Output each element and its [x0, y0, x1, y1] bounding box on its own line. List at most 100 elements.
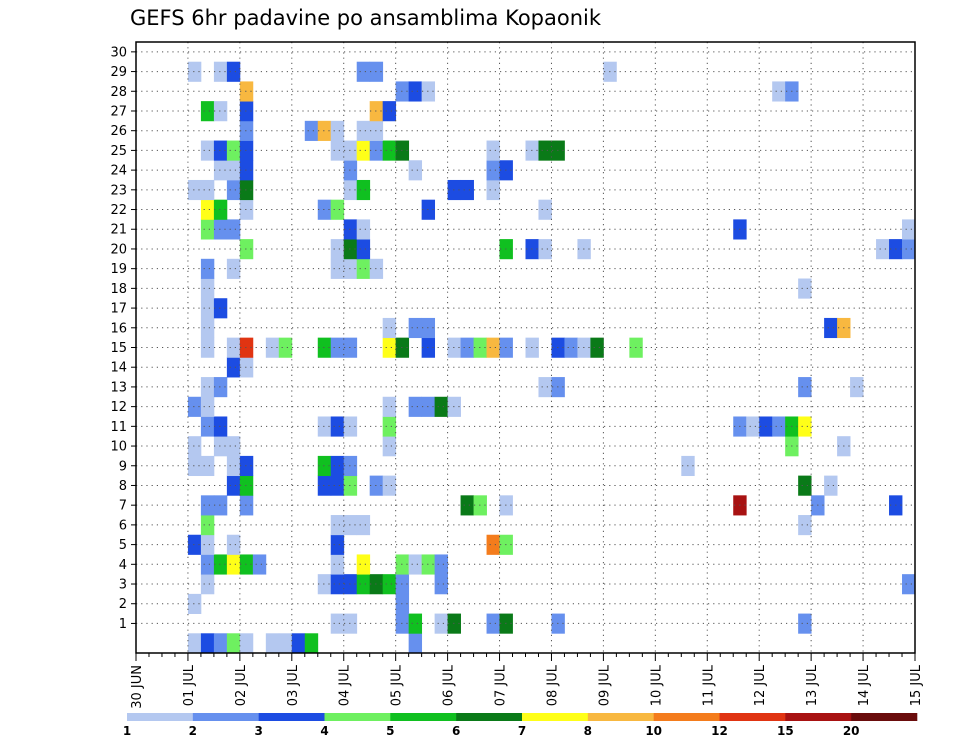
y-tick-label: 5 [119, 538, 127, 553]
heatmap-cell [239, 475, 254, 496]
heatmap-cell [343, 515, 358, 536]
heatmap-cell [226, 140, 241, 161]
x-tick-label: 06 JUL [442, 664, 457, 706]
heatmap-cell [330, 554, 345, 575]
heatmap-cell [278, 633, 293, 654]
heatmap-cell [408, 613, 423, 634]
y-tick-label: 27 [110, 104, 127, 119]
heatmap-cell [356, 61, 371, 82]
heatmap-cell [265, 633, 280, 654]
y-tick-label: 17 [110, 302, 127, 317]
y-tick-label: 15 [110, 341, 127, 356]
heatmap-cell [213, 61, 228, 82]
heatmap-cell [343, 140, 358, 161]
colorbar-label: 1 [123, 724, 131, 738]
heatmap-cell [798, 475, 812, 496]
heatmap-cell [200, 219, 215, 240]
heatmap-cell [200, 179, 215, 201]
colorbar-swatch [653, 713, 720, 721]
heatmap-cell [356, 140, 371, 161]
x-tick-label: 09 JUL [597, 664, 612, 706]
colorbar-label: 20 [843, 724, 860, 738]
heatmap-cell [343, 455, 358, 477]
colorbar-label: 7 [518, 724, 526, 738]
heatmap-cell [356, 515, 371, 536]
y-tick-label: 11 [110, 420, 127, 435]
heatmap-cell [460, 179, 474, 201]
heatmap-cell [538, 199, 552, 220]
heatmap-cell [239, 495, 254, 516]
y-tick-label: 20 [110, 242, 127, 257]
y-tick-label: 14 [110, 361, 127, 376]
heatmap-cell [564, 337, 578, 358]
heatmap-cell [252, 554, 267, 575]
heatmap-cell [408, 396, 423, 417]
heatmap-cell [226, 258, 241, 279]
heatmap-cell [330, 140, 345, 161]
heatmap-cell [408, 317, 423, 339]
colorbar-label: 4 [320, 724, 328, 738]
y-tick-label: 12 [110, 400, 127, 415]
heatmap-cell [239, 81, 254, 102]
x-tick-label: 03 JUL [286, 664, 301, 706]
heatmap-cell [213, 219, 228, 240]
heatmap-cell [330, 120, 345, 141]
heatmap-cell [850, 377, 864, 398]
x-tick-label: 15 JUL [909, 664, 924, 706]
heatmap-cell [902, 574, 916, 595]
colorbar-swatch [719, 713, 786, 721]
heatmap-cell [343, 416, 358, 437]
heatmap-cell [226, 554, 241, 575]
heatmap-cell [408, 160, 423, 181]
heatmap-cell [317, 455, 332, 477]
y-tick-label: 8 [119, 479, 127, 494]
x-tick-label: 04 JUL [338, 664, 353, 706]
heatmap-cell [382, 396, 397, 417]
heatmap-cell [382, 574, 397, 595]
colorbar-label: 5 [386, 724, 394, 738]
heatmap-cell [356, 120, 371, 141]
y-tick-label: 21 [110, 223, 127, 238]
heatmap-cell [538, 239, 552, 260]
heatmap-cell [317, 199, 332, 220]
heatmap-cell [304, 633, 319, 654]
heatmap-cell [434, 554, 448, 575]
heatmap-cell [356, 219, 371, 240]
heatmap-cell [317, 475, 332, 496]
heatmap-cell [226, 61, 241, 82]
heatmap-cell [382, 140, 397, 161]
heatmap-cell [239, 633, 254, 654]
heatmap-cell [213, 554, 228, 575]
heatmap-cell [486, 534, 500, 555]
colorbar-label: 15 [777, 724, 794, 738]
y-tick-label: 9 [119, 459, 127, 474]
y-tick-label: 3 [119, 578, 127, 593]
heatmap-cell [434, 396, 448, 417]
heatmap-cell [187, 436, 202, 457]
heatmap-cell [408, 554, 423, 575]
heatmap-cell [213, 160, 228, 181]
y-tick-label: 29 [110, 65, 127, 80]
heatmap-cell [200, 298, 215, 319]
heatmap-cell [213, 199, 228, 220]
y-tick-label: 1 [119, 617, 127, 632]
heatmap-cell [356, 554, 371, 575]
heatmap-cell [486, 160, 500, 181]
y-tick-label: 2 [119, 597, 127, 612]
heatmap-cell [200, 574, 215, 595]
heatmap-cell [330, 475, 345, 496]
heatmap-cell [902, 219, 916, 240]
y-axis: 1234567891011121314151617181920212223242… [110, 45, 136, 632]
heatmap-cell [213, 436, 228, 457]
heatmap-cell [343, 613, 358, 634]
heatmap-cell [330, 416, 345, 437]
heatmap-cell [239, 120, 254, 141]
x-tick-label: 08 JUL [545, 664, 560, 706]
heatmap-cell [213, 495, 228, 516]
heatmap-cell [239, 357, 254, 378]
y-tick-label: 7 [119, 499, 127, 514]
heatmap-cell [187, 633, 202, 654]
heatmap-cell [876, 239, 890, 260]
heatmap-cell [213, 140, 228, 161]
